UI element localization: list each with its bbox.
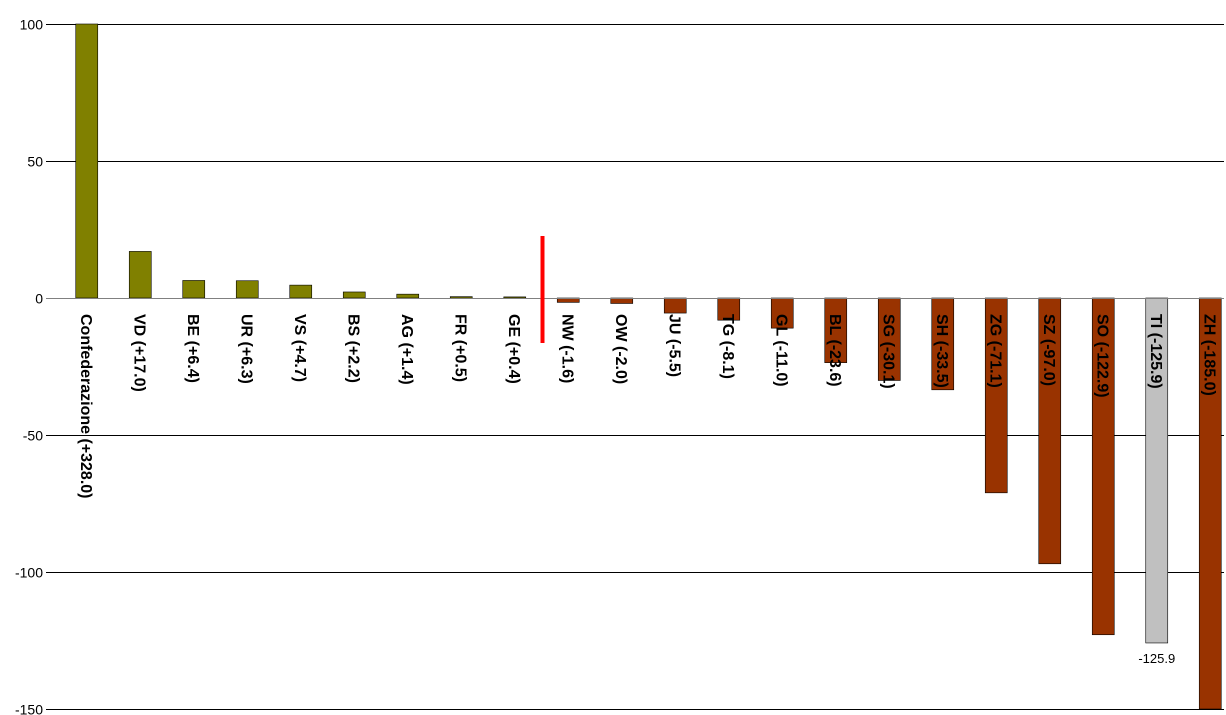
y-tick-label: 100	[20, 17, 44, 33]
category-label: TI (-125.9)	[1147, 314, 1164, 389]
bar	[396, 293, 420, 299]
data-labels: -125.9	[1138, 651, 1175, 666]
category-label: UR (+6.3)	[237, 314, 254, 384]
category-labels: Confederazione (+328.0) VD (+17.0) BE (+6.…	[77, 314, 1218, 499]
category-label: NW (-1.6)	[558, 314, 575, 383]
category-label: SO (-122.9)	[1093, 314, 1110, 398]
category-label: VD (+17.0)	[130, 314, 147, 392]
y-tick-label: 50	[27, 154, 43, 170]
category-label: TG (-8.1)	[719, 314, 736, 379]
bar	[663, 297, 687, 314]
category-label: BS (+2.2)	[344, 314, 361, 383]
bar	[342, 291, 366, 299]
category-label: JU (-5.5)	[665, 314, 682, 377]
category-label: OW (-2.0)	[612, 314, 629, 384]
bar	[449, 296, 473, 299]
y-axis-ticks: 100 50 0 -50 -100 -150	[15, 17, 43, 715]
y-tick-label: -150	[15, 702, 43, 715]
category-label: BE (+6.4)	[184, 314, 201, 383]
bar	[75, 23, 99, 299]
category-label: SH (-33.5)	[933, 314, 950, 388]
category-label: VS (+4.7)	[291, 314, 308, 382]
category-label: SG (-30.1)	[879, 314, 896, 389]
category-label: BL (-23.6)	[826, 314, 843, 387]
category-label: SZ (-97.0)	[1040, 314, 1057, 386]
y-tick-label: -100	[15, 565, 43, 581]
gridlines	[46, 24, 1224, 710]
category-label: ZG (-71.1)	[986, 314, 1003, 388]
bar	[182, 280, 206, 299]
bar	[235, 280, 259, 299]
bars	[75, 23, 1222, 710]
category-label: GE (+0.4)	[505, 314, 522, 384]
category-label: Confederazione (+328.0)	[77, 314, 94, 499]
category-label: AG (+1.4)	[398, 314, 415, 385]
bar	[128, 251, 152, 299]
data-label: -125.9	[1138, 651, 1175, 666]
category-label: ZH (-185.0)	[1200, 314, 1217, 396]
y-tick-label: -50	[23, 428, 43, 444]
y-tick-label: 0	[35, 291, 43, 307]
bar	[289, 284, 313, 299]
bar	[503, 296, 527, 299]
category-label: FR (+0.5)	[451, 314, 468, 382]
category-label: GL (-11.0)	[772, 314, 789, 387]
